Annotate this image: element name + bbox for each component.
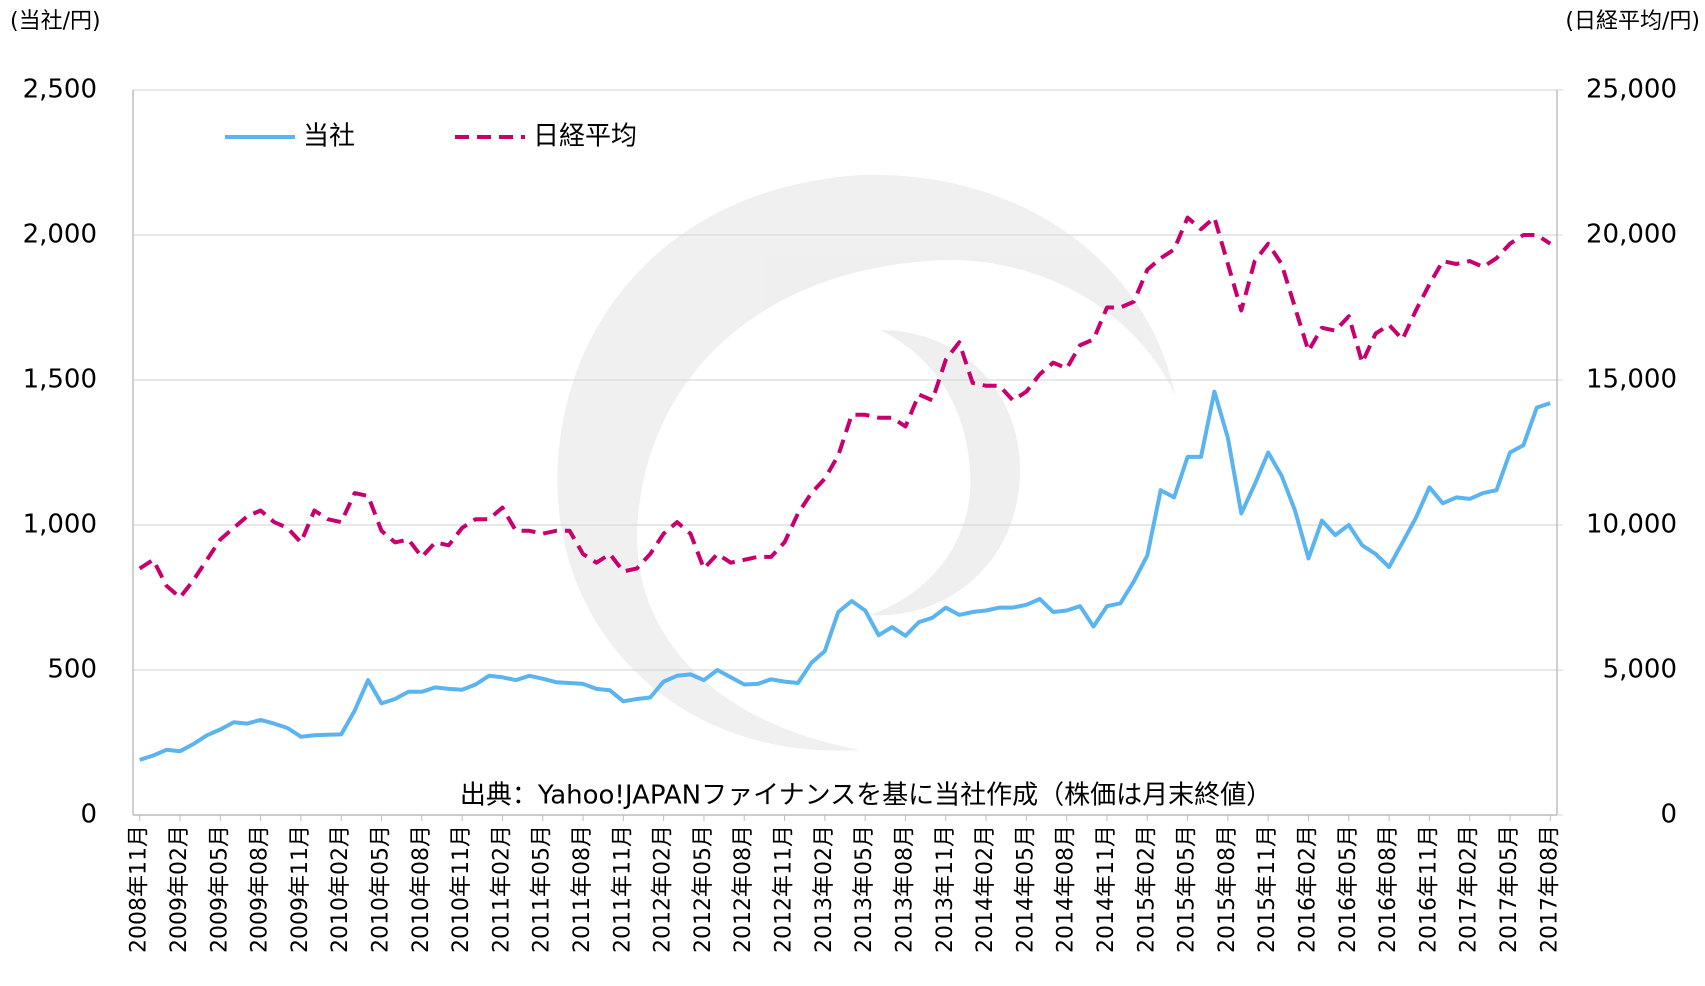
x-tick-label: 2010年08月 xyxy=(409,825,434,953)
legend-label: 日経平均 xyxy=(533,122,637,152)
y2-tick-label: 10,000 xyxy=(1586,510,1677,540)
x-tick-label: 2011年02月 xyxy=(489,825,514,953)
series-line xyxy=(139,389,1551,762)
x-tick-label: 2016年05月 xyxy=(1336,825,1361,953)
x-tick-label: 2010年05月 xyxy=(369,825,394,953)
x-tick-label: 2015年02月 xyxy=(1134,825,1159,953)
y-tick-label: 0 xyxy=(80,800,97,830)
annotation: 出典：Yahoo!JAPANファイナンスを基に当社作成（株価は月末終値） xyxy=(460,781,1272,811)
x-tick-label: 2010年11月 xyxy=(449,825,474,953)
x-tick-label: 2016年11月 xyxy=(1416,825,1441,953)
x-tick-label: 2014年02月 xyxy=(973,825,998,953)
x-tick-label: 2014年11月 xyxy=(1094,825,1119,953)
x-tick-label: 2014年08月 xyxy=(1054,825,1079,953)
x-tick-label: 2016年08月 xyxy=(1376,825,1401,953)
x-tick-label: 2013年05月 xyxy=(852,825,877,953)
x-tick-label: 2009年05月 xyxy=(207,825,232,953)
x-tick-label: 2009年08月 xyxy=(248,825,273,953)
y-tick-label: 500 xyxy=(47,655,97,685)
x-tick-label: 2011年05月 xyxy=(530,825,555,953)
x-tick-label: 2011年11月 xyxy=(610,825,635,953)
x-tick-label: 2017年08月 xyxy=(1537,825,1562,953)
y2-tick-label: 0 xyxy=(1660,800,1677,830)
series-line xyxy=(138,215,1552,600)
y-tick-label: 2,000 xyxy=(23,220,97,250)
x-tick-label: 2013年02月 xyxy=(812,825,837,953)
x-tick-label: 2012年02月 xyxy=(651,825,676,953)
y-tick-label: 2,500 xyxy=(23,75,97,105)
x-tick-label: 2009年02月 xyxy=(167,825,192,953)
x-tick-label: 2012年11月 xyxy=(772,825,797,953)
x-tick-label: 2015年11月 xyxy=(1255,825,1280,953)
y2-tick-label: 20,000 xyxy=(1586,220,1677,250)
x-tick-label: 2017年05月 xyxy=(1497,825,1522,953)
x-tick-label: 2013年08月 xyxy=(892,825,917,953)
y-axis-label: (当社/円) xyxy=(10,9,101,34)
x-tick-label: 2013年11月 xyxy=(933,825,958,953)
x-tick-label: 2014年05月 xyxy=(1013,825,1038,953)
x-tick-label: 2010年02月 xyxy=(328,825,353,953)
y2-tick-label: 15,000 xyxy=(1586,365,1677,395)
x-tick-label: 2009年11月 xyxy=(288,825,313,953)
x-tick-label: 2011年08月 xyxy=(570,825,595,953)
y2-tick-label: 5,000 xyxy=(1603,655,1677,685)
y-tick-label: 1,000 xyxy=(23,510,97,540)
x-tick-label: 2015年08月 xyxy=(1215,825,1240,953)
x-tick-label: 2012年05月 xyxy=(691,825,716,953)
y-tick-label: 1,500 xyxy=(23,365,97,395)
y2-tick-label: 25,000 xyxy=(1586,75,1677,105)
x-tick-label: 2012年08月 xyxy=(731,825,756,953)
x-tick-label: 2016年02月 xyxy=(1295,825,1320,953)
x-tick-label: 2015年05月 xyxy=(1175,825,1200,953)
legend-label: 当社 xyxy=(303,122,355,152)
y2-axis-label: (日経平均/円) xyxy=(1565,9,1700,34)
x-tick-label: 2017年02月 xyxy=(1457,825,1482,953)
x-tick-label: 2008年11月 xyxy=(127,825,152,953)
watermark xyxy=(557,174,1175,751)
